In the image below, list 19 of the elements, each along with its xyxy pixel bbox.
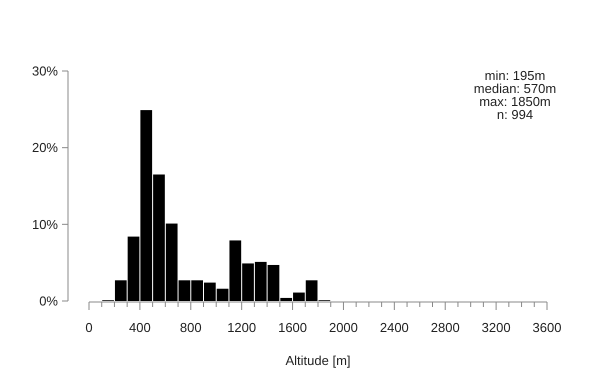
x-tick-label: 2400 bbox=[380, 320, 409, 335]
y-tick-label: 0% bbox=[39, 294, 58, 309]
annotation: n: 994 bbox=[496, 107, 534, 122]
annotation: min: 195m bbox=[484, 68, 546, 83]
y-tick-label: 30% bbox=[32, 64, 58, 79]
x-tick-label: 1200 bbox=[227, 320, 256, 335]
x-tick-label: 0 bbox=[85, 320, 93, 335]
x-axis-title: Altitude [m] bbox=[285, 353, 351, 368]
y-tick-label: 20% bbox=[32, 140, 58, 156]
x-tick-label: 800 bbox=[180, 320, 202, 335]
annotation: max: 1850m bbox=[479, 94, 551, 109]
x-tick-label: 3600 bbox=[532, 320, 562, 335]
x-tick-label: 1600 bbox=[278, 320, 308, 335]
x-tick-label: 2000 bbox=[328, 320, 358, 335]
x-tick-label: 400 bbox=[129, 320, 151, 335]
annotation: median: 570m bbox=[474, 81, 556, 96]
x-tick-label: 3200 bbox=[482, 320, 511, 335]
y-tick-label: 10% bbox=[32, 216, 58, 232]
x-tick-label: 2800 bbox=[430, 320, 460, 335]
